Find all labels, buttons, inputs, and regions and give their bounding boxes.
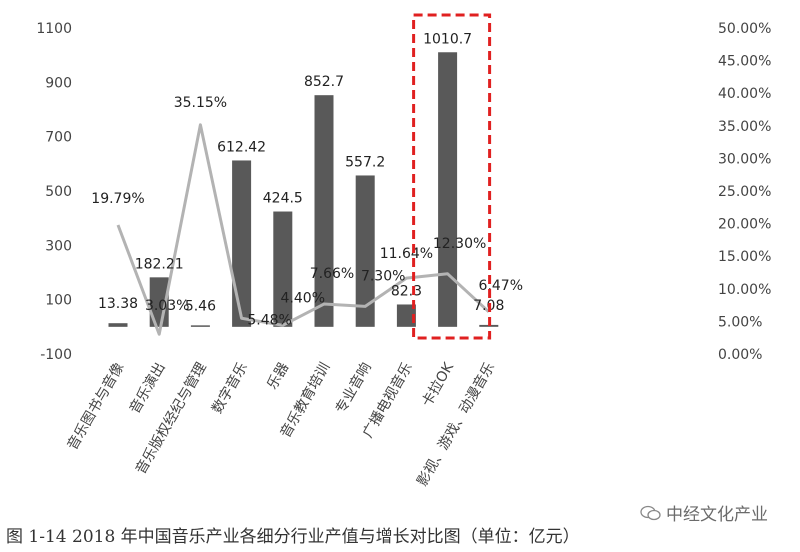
- right-axis-tick: 50.00%: [718, 21, 771, 37]
- line-data-label: 7.30%: [361, 268, 405, 284]
- bar: [396, 304, 416, 327]
- watermark: 中经文化产业: [640, 500, 768, 525]
- wechat-icon: [640, 505, 661, 520]
- line-data-label: 35.15%: [174, 95, 227, 111]
- bar-data-label: 13.38: [98, 296, 138, 312]
- category-label: 专业音响: [332, 360, 375, 417]
- line-data-label: 12.30%: [433, 236, 486, 252]
- category-label: 音乐图书与音像: [64, 360, 128, 453]
- category-label: 卡拉OK: [419, 359, 457, 409]
- left-axis-tick: 500: [45, 184, 72, 200]
- highlight-box: [412, 13, 492, 340]
- bar: [232, 160, 252, 327]
- watermark-text: 中经文化产业: [666, 505, 768, 525]
- left-axis-tick: 100: [45, 293, 72, 309]
- bar: [355, 175, 375, 327]
- bar: [438, 52, 458, 327]
- left-axis-tick: 1100: [36, 21, 72, 37]
- left-axis-tick: -100: [40, 347, 72, 363]
- left-axis-tick: 900: [45, 75, 72, 91]
- bar-data-label: 424.5: [263, 191, 303, 207]
- line-data-label: 3.03%: [145, 298, 189, 314]
- right-axis-tick: 0.00%: [718, 347, 762, 363]
- right-axis-tick: 20.00%: [718, 217, 771, 233]
- line-data-label: 11.64%: [380, 246, 433, 262]
- line-data-label: 5.48%: [247, 312, 291, 328]
- bar-data-label: 82.3: [391, 283, 422, 299]
- category-label: 数字音乐: [208, 360, 251, 417]
- right-axis-tick: 45.00%: [718, 54, 771, 70]
- line-data-label: 7.66%: [310, 266, 354, 282]
- left-axis-tick: 300: [45, 238, 72, 254]
- right-axis-tick: 25.00%: [718, 184, 771, 200]
- bar-data-label: 1010.7: [423, 31, 472, 47]
- right-axis-tick: 10.00%: [718, 282, 771, 298]
- bar-data-label: 182.21: [135, 256, 184, 272]
- bar: [190, 325, 210, 327]
- category-label: 音乐演出: [126, 360, 169, 417]
- line-data-label: 6.47%: [479, 278, 523, 294]
- left-axis-tick: 700: [45, 130, 72, 146]
- right-axis-tick: 40.00%: [718, 86, 771, 102]
- bar-data-label: 612.42: [217, 139, 266, 155]
- line-data-label: 19.79%: [91, 191, 144, 207]
- bar: [273, 211, 293, 327]
- right-axis-tick: 15.00%: [718, 249, 771, 265]
- right-axis-tick: 30.00%: [718, 151, 771, 167]
- right-axis-tick: 35.00%: [718, 119, 771, 135]
- bar: [108, 323, 128, 327]
- bar: [314, 95, 334, 327]
- bar-data-label: 852.7: [304, 74, 344, 90]
- bar-data-label: 557.2: [345, 154, 385, 170]
- growth-line: [116, 123, 490, 336]
- category-label: 影视、游戏、动漫音乐: [414, 360, 499, 490]
- category-label: 乐器: [264, 360, 292, 392]
- line-data-label: 4.40%: [281, 290, 325, 306]
- right-axis-tick: 5.00%: [718, 314, 762, 330]
- bar-data-label: 5.46: [185, 298, 216, 314]
- figure-caption: 图 1-14 2018 年中国音乐产业各细分行业产值与增长对比图（单位：亿元）: [6, 527, 580, 547]
